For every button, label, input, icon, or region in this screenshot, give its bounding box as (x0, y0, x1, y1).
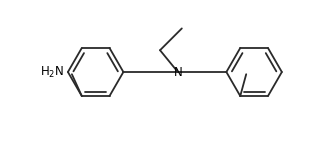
Text: N: N (173, 67, 182, 79)
Text: H$_2$N: H$_2$N (40, 65, 64, 80)
